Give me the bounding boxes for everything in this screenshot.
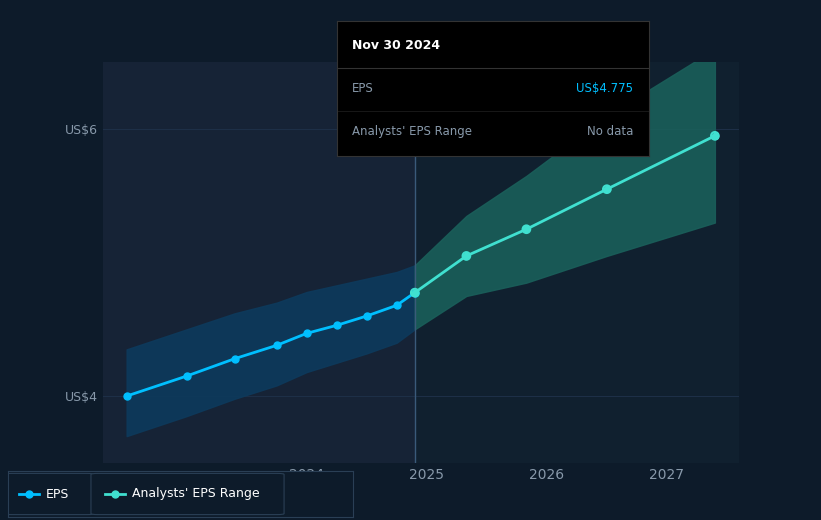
Point: [600, 185, 613, 193]
Text: Actual: Actual: [369, 89, 409, 102]
Point: [520, 225, 533, 233]
FancyBboxPatch shape: [5, 473, 94, 515]
FancyBboxPatch shape: [91, 473, 284, 515]
Point: [520, 225, 533, 233]
Point: [390, 301, 403, 309]
Text: EPS: EPS: [352, 82, 374, 95]
Text: Analysts Forecasts: Analysts Forecasts: [421, 89, 537, 102]
Point: [300, 329, 314, 337]
Point: [270, 341, 283, 349]
Text: Analysts' EPS Range: Analysts' EPS Range: [132, 488, 260, 500]
Text: No data: No data: [587, 125, 633, 138]
Point: [330, 321, 343, 330]
Text: Nov 30 2024: Nov 30 2024: [352, 38, 440, 51]
Text: EPS: EPS: [46, 488, 70, 500]
Point: [460, 252, 473, 260]
Point: [180, 372, 193, 380]
Point: [408, 289, 421, 297]
Point: [460, 252, 473, 260]
Text: US$4.775: US$4.775: [576, 82, 633, 95]
Bar: [103, 62, 415, 463]
Text: Analysts' EPS Range: Analysts' EPS Range: [352, 125, 472, 138]
Point: [709, 132, 722, 140]
Point: [22, 490, 35, 498]
Point: [408, 289, 421, 297]
Point: [108, 490, 122, 498]
Point: [408, 289, 421, 297]
Bar: [415, 62, 739, 463]
Point: [228, 355, 241, 363]
Point: [600, 185, 613, 193]
Point: [360, 312, 374, 320]
Point: [709, 132, 722, 140]
Point: [120, 392, 133, 400]
